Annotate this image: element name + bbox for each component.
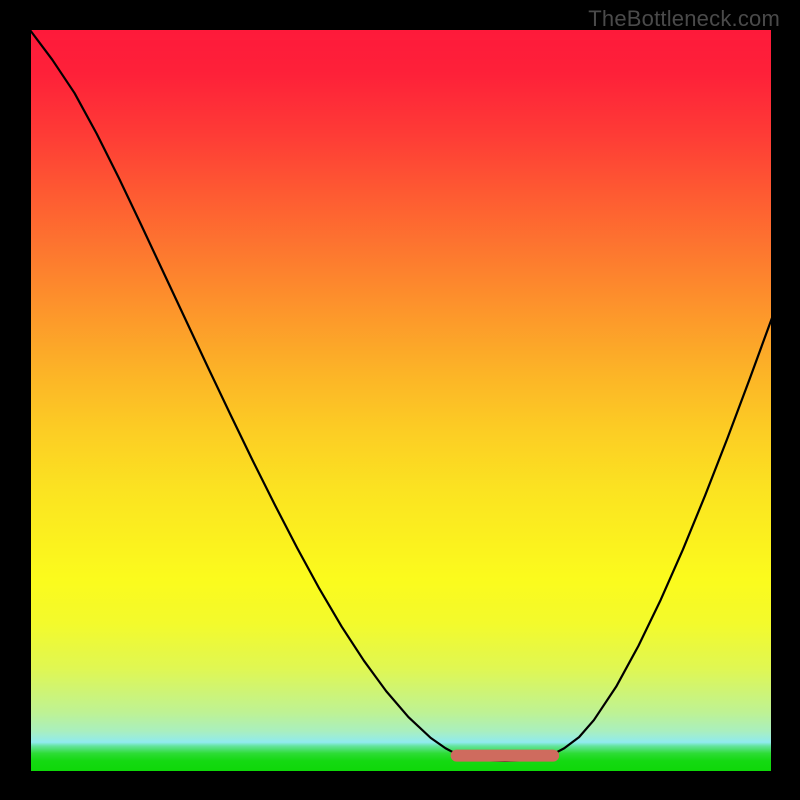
- bottleneck-curve-chart: [0, 0, 800, 800]
- watermark-text: TheBottleneck.com: [588, 6, 780, 32]
- chart-container: [0, 0, 800, 800]
- gradient-background: [30, 30, 772, 772]
